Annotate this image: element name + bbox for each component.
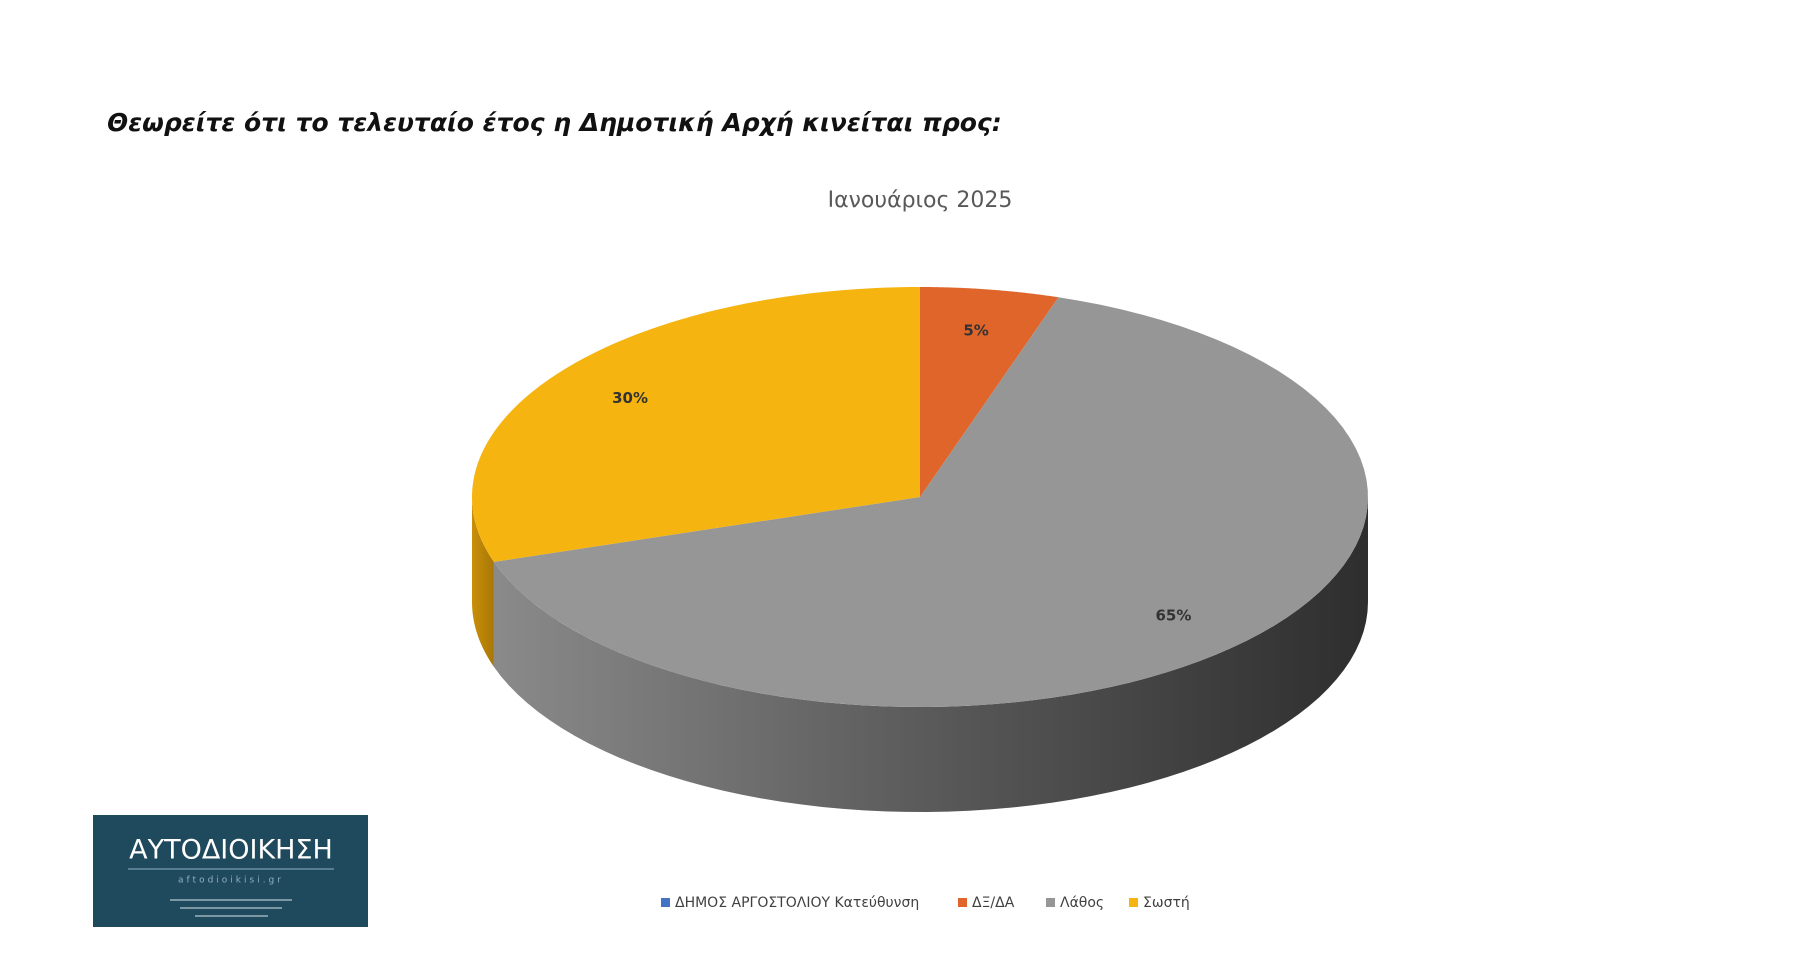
logo: ΑΥΤΟΔΙΟΙΚΗΣΗ aftodioikisi.gr bbox=[93, 815, 368, 927]
legend-label: ΔΗΜΟΣ ΑΡΓΟΣΤΟΛΙΟΥ Κατεύθυνση bbox=[675, 895, 919, 911]
legend-label: Λάθος bbox=[1060, 895, 1104, 911]
slice-side bbox=[493, 497, 1369, 812]
logo-url: aftodioikisi.gr bbox=[178, 876, 284, 886]
slice bbox=[472, 287, 920, 562]
data-label: 65% bbox=[1155, 606, 1191, 624]
pie: 5% 65% 30% bbox=[472, 287, 1369, 812]
slice bbox=[493, 297, 1368, 707]
legend-swatch bbox=[1046, 898, 1055, 907]
data-label: 5% bbox=[963, 322, 988, 340]
slice-side bbox=[472, 497, 494, 667]
chart-subtitle: Ιανουάριος 2025 bbox=[828, 188, 1013, 213]
logo-title: ΑΥΤΟΔΙΟΙΚΗΣΗ bbox=[129, 835, 333, 866]
slice bbox=[920, 287, 1059, 497]
legend-label: ΔΞ/ΔΑ bbox=[972, 895, 1015, 911]
chart-title: Θεωρείτε ότι το τελευταίο έτος η Δημοτικ… bbox=[107, 108, 1002, 137]
legend: ΔΗΜΟΣ ΑΡΓΟΣΤΟΛΙΟΥ Κατεύθυνση ΔΞ/ΔΑ Λάθος Σω… bbox=[661, 895, 1190, 911]
logo-box bbox=[93, 815, 368, 927]
legend-label: Σωστή bbox=[1143, 895, 1190, 911]
legend-swatch bbox=[958, 898, 967, 907]
data-label: 30% bbox=[612, 389, 648, 407]
legend-swatch bbox=[1129, 898, 1138, 907]
legend-swatch bbox=[661, 898, 670, 907]
